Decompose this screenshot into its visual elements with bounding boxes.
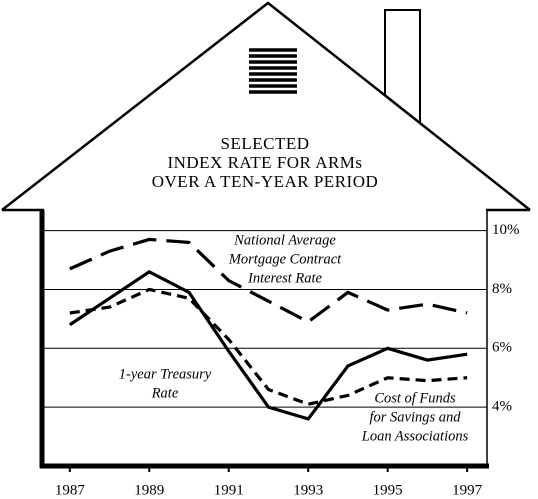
x-tick-label: 1991 [214,482,244,498]
chart-title: OVER A TEN-YEAR PERIOD [152,172,379,191]
series-label: Rate [151,385,179,401]
x-tick-label: 1995 [373,482,403,498]
x-tick-label: 1993 [293,482,323,498]
y-tick-label: 6% [492,340,512,356]
chart-title: SELECTED [221,134,310,153]
y-tick-label: 8% [492,281,512,297]
vent [249,50,297,92]
series-label: Cost of Funds [374,390,456,406]
series-label: 1-year Treasury [119,366,212,382]
x-tick-label: 1997 [452,482,483,498]
y-tick-label: 10% [492,222,520,238]
page: SELECTEDINDEX RATE FOR ARMsOVER A TEN-YE… [0,0,538,499]
chart-title: INDEX RATE FOR ARMs [167,153,362,172]
series-label: National Average [233,232,336,248]
y-tick-label: 4% [492,399,512,415]
series-label: Interest Rate [247,270,323,286]
chimney [385,10,420,123]
chart: SELECTEDINDEX RATE FOR ARMsOVER A TEN-YE… [0,0,538,499]
x-tick-label: 1989 [134,482,164,498]
series-label: for Savings and [369,409,461,425]
series-label: Loan Associations [361,428,469,444]
series-label: Mortgage Contract [228,251,342,267]
x-tick-label: 1987 [55,482,86,498]
